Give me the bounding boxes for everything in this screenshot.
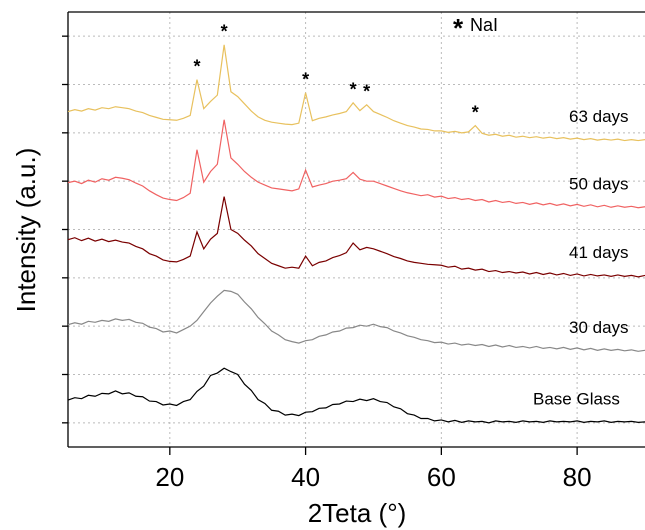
peak-marker: * [350,80,357,100]
series-line [67,44,645,142]
series-label: 30 days [569,318,629,337]
peak-marker: * [363,82,370,102]
y-axis-title: Intensity (a.u.) [11,148,41,313]
peak-marker: * [472,102,479,122]
legend-marker: * [453,13,464,43]
series-label: Base Glass [533,389,620,408]
peak-marker: * [302,69,309,89]
series-label: 50 days [569,174,629,193]
peak-marker: * [193,56,200,76]
peak-marker: * [221,22,228,42]
legend-label: NaI [470,15,498,35]
series-line [67,367,645,424]
x-tick-label: 80 [563,462,592,492]
series-line [67,119,645,209]
x-axis-title: 2Teta (°) [308,498,407,528]
series-line [67,289,645,352]
series-label: 41 days [569,243,629,262]
series-label: 63 days [569,107,629,126]
x-tick-label: 20 [155,462,184,492]
series-line [67,196,645,278]
x-tick-label: 60 [427,462,456,492]
x-tick-label: 40 [291,462,320,492]
